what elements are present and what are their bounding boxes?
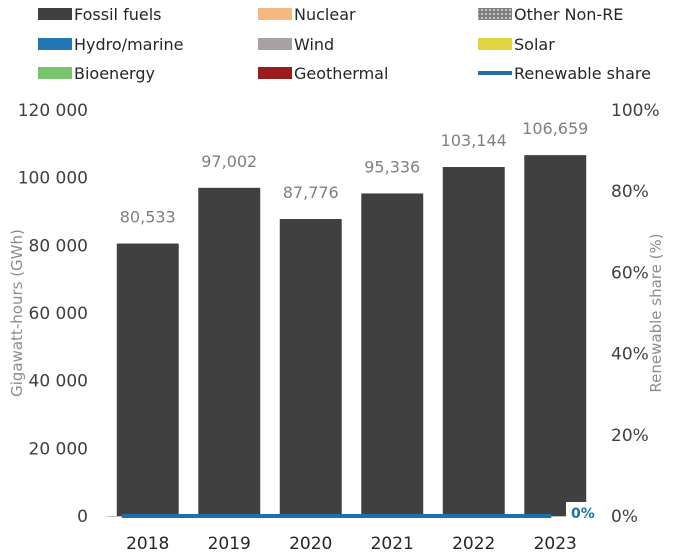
bar-fossil-fuels-2020: [279, 219, 342, 516]
y-tick-label: 40 000: [29, 372, 88, 392]
legend-swatch-nuclear: [258, 8, 292, 20]
legend-swatch-bioenergy: [38, 67, 72, 79]
axes: 0 20 000 40 000 60 000 80 000 100 000 120 000 0…: [8, 101, 665, 554]
y2-tick-label: 60%: [611, 263, 649, 283]
y-tick-label: 80 000: [29, 236, 88, 256]
legend-swatch-hydro-marine: [38, 38, 72, 50]
total-label-2019: 97,002: [201, 152, 257, 171]
bar-fossil-fuels-2022: [442, 167, 505, 516]
bar-fossil-fuels-2019: [198, 187, 261, 516]
y-tick-label: 0: [77, 507, 88, 527]
y-tick-label: 120 000: [18, 101, 88, 121]
legend-label-geothermal: Geothermal: [294, 64, 388, 83]
data-labels: 80,533 97,002 87,776 95,336 103,144 106,659: [120, 119, 589, 226]
legend-label-wind: Wind: [294, 35, 334, 54]
legend-swatch-wind: [258, 38, 292, 50]
y2-tick-label: 40%: [611, 345, 649, 365]
total-label-2021: 95,336: [364, 157, 420, 176]
y-tick-label: 60 000: [29, 304, 88, 324]
legend-label-hydro-marine: Hydro/marine: [74, 35, 183, 54]
x-tick-label: 2019: [208, 534, 251, 554]
total-label-2020: 87,776: [283, 183, 339, 202]
legend-label-bioenergy: Bioenergy: [74, 64, 155, 83]
y-axis-title: Gigawatt-hours (GWh): [8, 229, 26, 397]
x-tick-label: 2022: [452, 534, 495, 554]
legend-swatch-fossil-fuels: [38, 8, 72, 20]
legend-label-nuclear: Nuclear: [294, 5, 356, 24]
y-tick-label: 100 000: [18, 169, 88, 189]
legend-label-solar: Solar: [514, 35, 555, 54]
bar-fossil-fuels-2023: [524, 155, 587, 516]
x-tick-label: 2021: [371, 534, 414, 554]
legend-label-renewable-share: Renewable share: [514, 64, 651, 83]
y2-tick-label: 20%: [611, 426, 649, 446]
total-label-2022: 103,144: [441, 131, 507, 150]
legend: Fossil fuels Nuclear Other Non-RE Hydro/mar…: [38, 5, 651, 83]
y2-tick-label: 0%: [611, 507, 638, 527]
bars: [116, 155, 587, 516]
y2-tick-label: 100%: [611, 101, 660, 121]
renewable-share-line: 0%: [121, 502, 598, 522]
total-label-2023: 106,659: [522, 119, 588, 138]
legend-swatch-other-non-re: [478, 8, 512, 20]
y2-tick-label: 80%: [611, 182, 649, 202]
bar-fossil-fuels-2018: [116, 243, 179, 516]
legend-swatch-solar: [478, 38, 512, 50]
x-tick-label: 2018: [126, 534, 169, 554]
x-tick-label: 2020: [289, 534, 332, 554]
y-tick-label: 20 000: [29, 439, 88, 459]
share-label-bg: [566, 502, 598, 522]
share-value-label: 0%: [571, 506, 595, 522]
legend-swatch-geothermal: [258, 67, 292, 79]
bar-fossil-fuels-2021: [361, 193, 424, 516]
x-tick-label: 2023: [534, 534, 577, 554]
y2-axis-title: Renewable share (%): [647, 233, 665, 392]
legend-label-fossil-fuels: Fossil fuels: [74, 5, 161, 24]
total-label-2018: 80,533: [120, 208, 176, 227]
legend-label-other-non-re: Other Non-RE: [514, 5, 623, 24]
